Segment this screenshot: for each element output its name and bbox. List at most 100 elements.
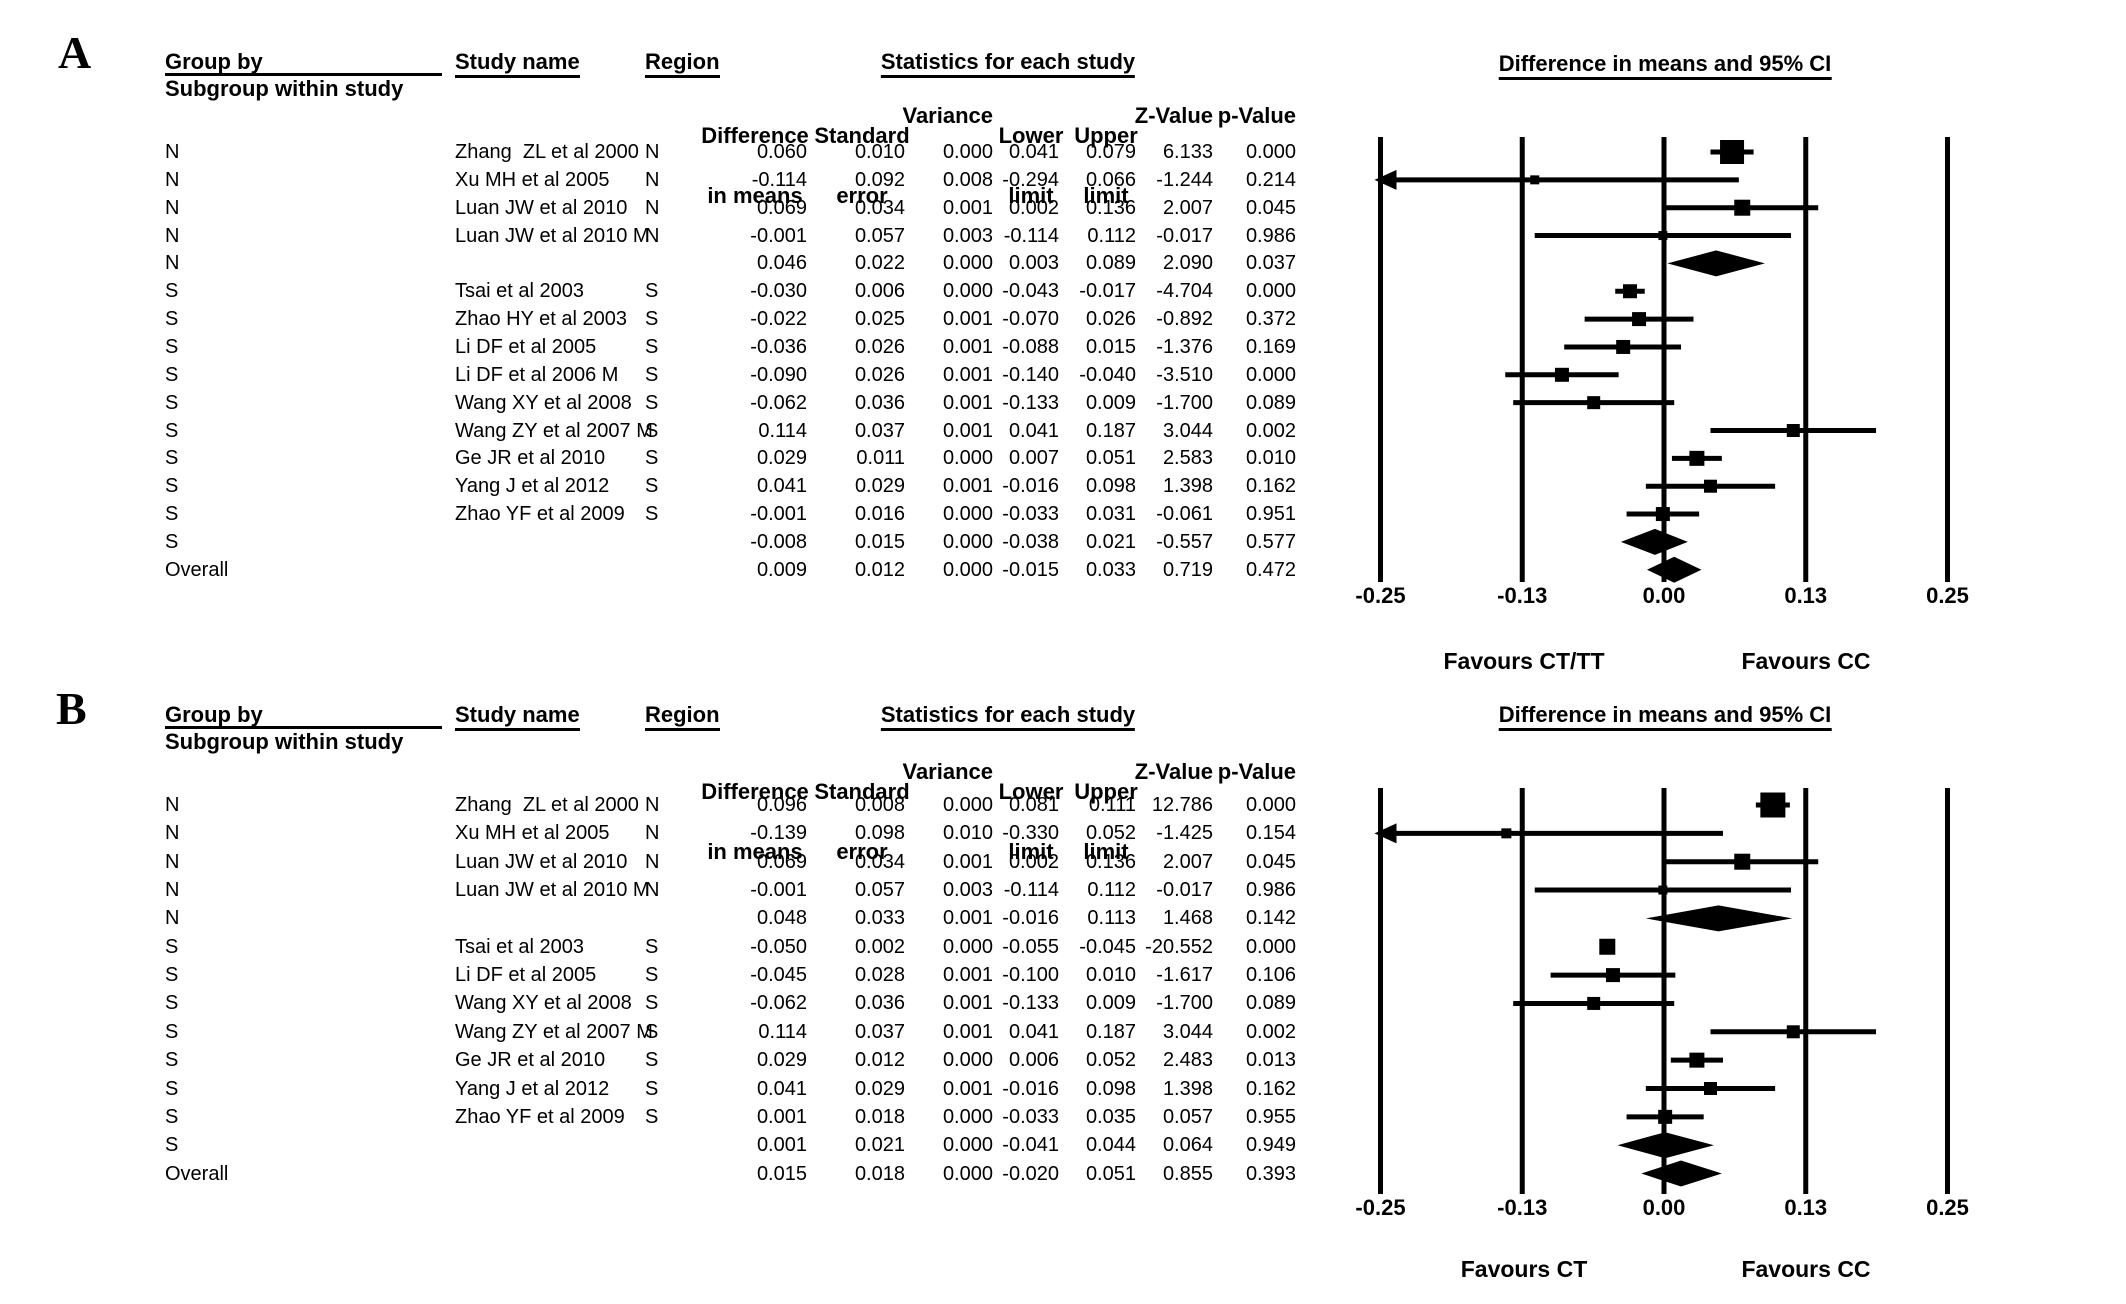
cell-p-value: 0.000 xyxy=(1245,936,1296,958)
ci-section-title: Difference in means and 95% CI xyxy=(1498,52,1832,80)
cell-lower-limit: -0.016 xyxy=(1002,1078,1059,1100)
cell-p-value: 0.154 xyxy=(1245,822,1296,844)
cell-p-value: 0.214 xyxy=(1245,169,1296,191)
cell-variance: 0.001 xyxy=(942,420,993,442)
cell-diff-in-means: -0.008 xyxy=(750,531,807,553)
cell-upper-limit: 0.052 xyxy=(1085,1049,1136,1071)
cell-group: S xyxy=(165,392,179,414)
cell-p-value: 0.000 xyxy=(1245,794,1296,816)
cell-upper-limit: 0.112 xyxy=(1087,225,1136,247)
study-point-square xyxy=(1632,312,1647,327)
axis-tick-label: 0.00 xyxy=(1643,1195,1686,1220)
cell-diff-in-means: -0.139 xyxy=(750,822,807,844)
column-header-variance: Variance xyxy=(902,103,993,128)
cell-upper-limit: 0.031 xyxy=(1085,503,1136,525)
cell-upper-limit: 0.051 xyxy=(1085,1163,1136,1185)
cell-study: Wang ZY et al 2007 M xyxy=(455,1021,653,1043)
cell-lower-limit: 0.006 xyxy=(1008,1049,1059,1071)
cell-standard-error: 0.036 xyxy=(854,392,905,414)
cell-standard-error: 0.092 xyxy=(854,169,905,191)
column-header-lower-limit: Lower limit xyxy=(998,779,1064,864)
cell-diff-in-means: 0.096 xyxy=(756,794,807,816)
cell-z-value: -0.892 xyxy=(1156,308,1213,330)
cell-p-value: 0.162 xyxy=(1245,1078,1296,1100)
cell-diff-in-means: 0.009 xyxy=(756,559,807,581)
cell-group: S xyxy=(165,936,179,958)
cell-upper-limit: 0.035 xyxy=(1085,1106,1136,1128)
cell-standard-error: 0.037 xyxy=(854,1021,905,1043)
cell-group: S xyxy=(165,992,179,1014)
cell-lower-limit: 0.002 xyxy=(1008,197,1059,219)
cell-p-value: 0.955 xyxy=(1245,1106,1296,1128)
cell-z-value: 0.064 xyxy=(1162,1134,1213,1156)
cell-region: S xyxy=(645,992,659,1014)
cell-z-value: 12.786 xyxy=(1151,794,1213,816)
cell-z-value: -3.510 xyxy=(1156,364,1213,386)
cell-p-value: 0.089 xyxy=(1245,392,1296,414)
cell-variance: 0.001 xyxy=(942,392,993,414)
cell-upper-limit: 0.015 xyxy=(1085,336,1136,358)
study-point-square xyxy=(1689,450,1705,466)
cell-z-value: -1.700 xyxy=(1156,992,1213,1014)
cell-study: Zhang ZL et al 2000 xyxy=(455,794,639,816)
cell-variance: 0.000 xyxy=(942,794,993,816)
cell-z-value: -0.017 xyxy=(1156,879,1213,901)
cell-region: S xyxy=(645,964,659,986)
cell-standard-error: 0.008 xyxy=(854,794,905,816)
cell-upper-limit: -0.045 xyxy=(1079,936,1136,958)
axis-tick-label: 0.00 xyxy=(1643,583,1686,608)
cell-group: S xyxy=(165,964,179,986)
cell-variance: 0.000 xyxy=(942,280,993,302)
cell-study: Ge JR et al 2010 xyxy=(455,447,606,469)
cell-p-value: 0.951 xyxy=(1245,503,1296,525)
cell-region: S xyxy=(645,475,659,497)
cell-standard-error: 0.011 xyxy=(856,447,905,469)
study-point-square xyxy=(1734,199,1751,216)
cell-group: N xyxy=(165,141,180,163)
cell-standard-error: 0.026 xyxy=(854,336,905,358)
favours-right-label: Favours CC xyxy=(1741,648,1871,674)
favours-left-label: Favours CT xyxy=(1460,1256,1588,1282)
cell-region: N xyxy=(645,851,660,873)
cell-standard-error: 0.015 xyxy=(854,531,905,553)
cell-variance: 0.001 xyxy=(942,308,993,330)
cell-lower-limit: 0.081 xyxy=(1008,794,1059,816)
cell-p-value: 0.142 xyxy=(1245,907,1296,929)
cell-upper-limit: 0.111 xyxy=(1088,794,1136,816)
cell-z-value: -20.552 xyxy=(1145,936,1213,958)
cell-region: N xyxy=(645,822,660,844)
study-point-square xyxy=(1530,175,1540,185)
cell-variance: 0.000 xyxy=(942,252,993,274)
cell-study: Xu MH et al 2005 xyxy=(455,822,610,844)
cell-z-value: 2.090 xyxy=(1162,252,1213,274)
cell-z-value: 3.044 xyxy=(1162,420,1213,442)
cell-variance: 0.001 xyxy=(942,907,993,929)
cell-study: Ge JR et al 2010 xyxy=(455,1049,606,1071)
study-point-square xyxy=(1658,231,1668,241)
summary-diamond xyxy=(1667,250,1765,277)
cell-standard-error: 0.037 xyxy=(854,420,905,442)
cell-z-value: -0.017 xyxy=(1156,225,1213,247)
cell-group: S xyxy=(165,1049,179,1071)
cell-diff-in-means: 0.114 xyxy=(758,1021,807,1043)
cell-region: S xyxy=(645,1106,659,1128)
cell-variance: 0.000 xyxy=(942,1163,993,1185)
cell-upper-limit: 0.010 xyxy=(1085,964,1136,986)
cell-standard-error: 0.025 xyxy=(854,308,905,330)
cell-diff-in-means: -0.001 xyxy=(750,225,807,247)
cell-z-value: 1.398 xyxy=(1162,475,1213,497)
study-point-square xyxy=(1616,339,1631,354)
cell-p-value: 0.013 xyxy=(1245,1049,1296,1071)
stats-section-title: Statistics for each study xyxy=(880,50,1136,78)
cell-lower-limit: -0.070 xyxy=(1002,308,1059,330)
cell-diff-in-means: 0.015 xyxy=(756,1163,807,1185)
cell-upper-limit: 0.026 xyxy=(1085,308,1136,330)
cell-p-value: 0.169 xyxy=(1245,336,1296,358)
cell-diff-in-means: -0.045 xyxy=(750,964,807,986)
cell-standard-error: 0.036 xyxy=(854,992,905,1014)
cell-upper-limit: 0.187 xyxy=(1085,1021,1136,1043)
cell-p-value: 0.002 xyxy=(1245,420,1296,442)
cell-z-value: 6.133 xyxy=(1162,141,1213,163)
study-point-square xyxy=(1658,1109,1673,1124)
cell-group: S xyxy=(165,475,179,497)
